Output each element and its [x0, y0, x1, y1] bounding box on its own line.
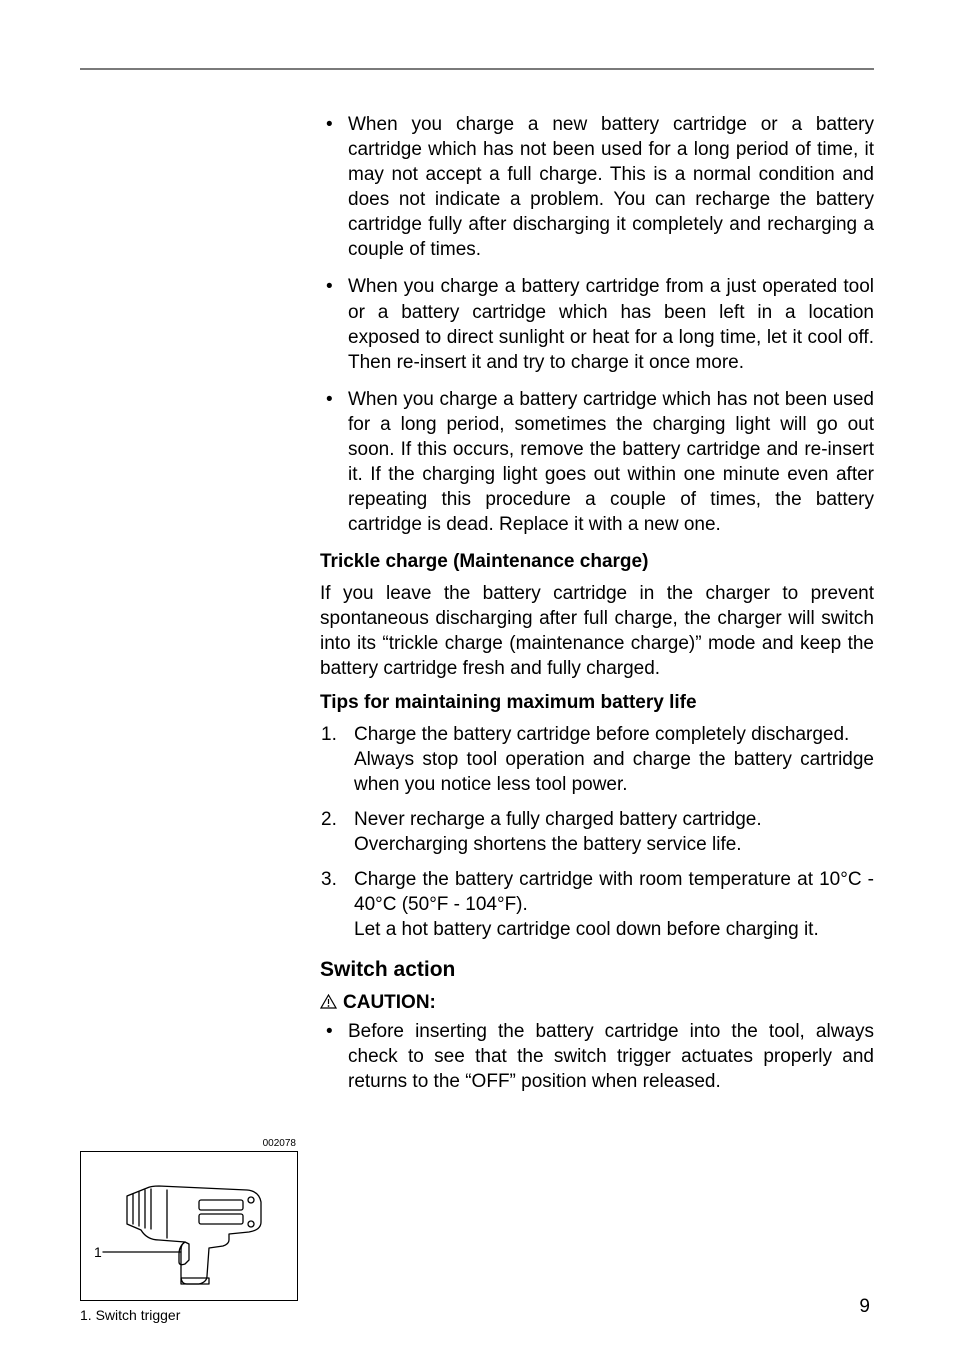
item-number: 2. [321, 807, 337, 832]
list-item: When you charge a new battery cartridge … [320, 112, 874, 262]
bullet-list-caution: Before inserting the battery cartridge i… [320, 1019, 874, 1094]
callout-number: 1 [94, 1244, 102, 1260]
heading-trickle: Trickle charge (Maintenance charge) [320, 551, 874, 573]
list-item: Before inserting the battery cartridge i… [320, 1019, 874, 1094]
paragraph-trickle: If you leave the battery cartridge in th… [320, 581, 874, 681]
list-item: 2. Never recharge a fully charged batter… [320, 807, 874, 857]
list-item: 3. Charge the battery cartridge with roo… [320, 867, 874, 942]
item-number: 1. [321, 722, 337, 747]
tips-list: 1. Charge the battery cartridge before c… [320, 722, 874, 943]
warning-icon [320, 993, 337, 1015]
figure-caption: 1. Switch trigger [80, 1307, 298, 1323]
item-text: Charge the battery cartridge before comp… [354, 722, 874, 797]
drill-illustration: 1 [89, 1166, 289, 1290]
item-text: Never recharge a fully charged battery c… [354, 807, 874, 857]
figure-frame: 1 [80, 1151, 298, 1301]
caution-text: CAUTION: [343, 992, 436, 1013]
top-rule [80, 68, 874, 70]
figure-code: 002078 [80, 1138, 298, 1149]
item-number: 3. [321, 867, 337, 892]
bullet-list-charging: When you charge a new battery cartridge … [320, 112, 874, 537]
caution-label: CAUTION: [320, 992, 874, 1015]
list-item: When you charge a battery cartridge from… [320, 274, 874, 374]
figure-block: 002078 [80, 1138, 298, 1323]
heading-switch-action: Switch action [320, 958, 874, 982]
list-item: When you charge a battery cartridge whic… [320, 387, 874, 537]
heading-tips: Tips for maintaining maximum battery lif… [320, 692, 874, 714]
main-column: When you charge a new battery cartridge … [320, 112, 874, 1094]
page-number: 9 [859, 1296, 870, 1318]
list-item: 1. Charge the battery cartridge before c… [320, 722, 874, 797]
content-area: When you charge a new battery cartridge … [80, 112, 874, 1292]
item-text: Charge the battery cartridge with room t… [354, 867, 874, 942]
